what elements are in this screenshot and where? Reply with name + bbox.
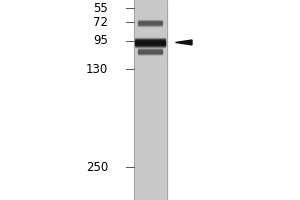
Bar — [138, 51, 162, 52]
Bar — [135, 43, 165, 44]
Bar — [138, 22, 162, 23]
Bar — [135, 41, 165, 42]
Bar — [138, 23, 162, 24]
Bar — [138, 52, 162, 53]
Bar — [138, 25, 162, 26]
Polygon shape — [176, 40, 192, 45]
Bar — [138, 48, 162, 49]
Bar — [138, 22, 162, 23]
Bar — [135, 42, 165, 43]
Bar — [135, 45, 165, 46]
Bar — [138, 21, 162, 22]
Bar — [135, 41, 165, 42]
Bar — [138, 25, 162, 26]
Bar — [138, 50, 162, 51]
Text: 250: 250 — [86, 161, 108, 174]
Bar — [138, 53, 162, 54]
Bar — [135, 39, 165, 40]
Bar — [135, 39, 165, 40]
Bar — [138, 49, 162, 50]
Text: 130: 130 — [86, 63, 108, 76]
Text: 55: 55 — [93, 2, 108, 15]
Bar — [138, 25, 162, 26]
Bar — [135, 42, 165, 43]
Bar — [138, 20, 162, 21]
Bar — [138, 50, 162, 51]
Bar — [138, 53, 162, 54]
Bar — [138, 51, 162, 52]
Bar — [135, 44, 165, 45]
Bar — [138, 24, 162, 25]
Bar — [138, 52, 162, 53]
Bar — [138, 54, 162, 55]
Bar — [134, 0, 166, 200]
Bar — [135, 38, 165, 39]
Bar — [135, 44, 165, 45]
Bar — [135, 43, 165, 44]
Bar — [138, 49, 162, 50]
Bar — [138, 21, 162, 22]
Bar — [135, 46, 165, 47]
Bar — [138, 53, 162, 54]
Bar — [138, 24, 162, 25]
Bar — [138, 23, 162, 24]
Bar — [138, 49, 162, 50]
Bar — [138, 21, 162, 22]
Text: 95: 95 — [93, 34, 108, 47]
Bar — [135, 46, 165, 47]
Bar — [135, 38, 165, 39]
Bar — [135, 40, 165, 41]
Bar — [138, 52, 162, 53]
Bar — [138, 48, 162, 49]
Text: 72: 72 — [93, 16, 108, 29]
Bar — [138, 20, 162, 21]
Bar — [135, 45, 165, 46]
